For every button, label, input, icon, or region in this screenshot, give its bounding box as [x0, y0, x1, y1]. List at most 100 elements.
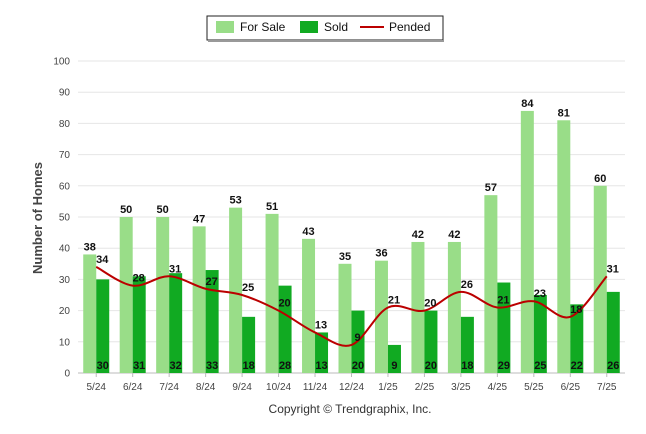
- y-tick-label: 40: [59, 244, 71, 255]
- for-sale-value-label: 57: [485, 182, 497, 194]
- x-tick-label: 11/24: [303, 382, 328, 393]
- x-tick-label: 2/25: [415, 382, 435, 393]
- y-tick-label: 30: [59, 275, 71, 286]
- x-tick-label: 7/25: [597, 382, 617, 393]
- for-sale-bar: [302, 238, 316, 373]
- pended-value-label: 23: [534, 288, 546, 300]
- copyright-credit: Copyright © Trendgraphix, Inc.: [269, 402, 432, 416]
- y-axis-label: Number of Homes: [30, 162, 45, 274]
- sold-value-label: 13: [315, 360, 327, 372]
- y-tick-label: 80: [59, 119, 71, 130]
- legend-label-sold: Sold: [324, 20, 348, 34]
- x-tick-label: 3/25: [451, 382, 471, 393]
- sold-bar: [387, 344, 401, 373]
- for-sale-bar: [484, 195, 498, 373]
- for-sale-bar: [374, 260, 388, 373]
- x-tick-label: 5/25: [524, 382, 544, 393]
- sold-value-label: 30: [97, 360, 109, 372]
- sold-bar: [497, 282, 511, 373]
- y-tick-label: 50: [59, 213, 71, 224]
- for-sale-bar: [520, 110, 534, 374]
- x-tick-label: 9/24: [232, 382, 252, 393]
- for-sale-bar: [447, 241, 461, 373]
- sold-bar: [242, 316, 256, 373]
- pended-value-label: 28: [133, 273, 145, 285]
- x-tick-label: 6/25: [561, 382, 581, 393]
- pended-value-label: 26: [461, 279, 473, 291]
- pended-value-label: 21: [388, 294, 400, 306]
- sold-value-label: 31: [133, 360, 145, 372]
- pended-value-label: 31: [169, 263, 181, 275]
- sold-bar: [205, 270, 219, 373]
- pended-value-label: 18: [570, 304, 582, 316]
- for-sale-value-label: 51: [266, 201, 278, 213]
- x-tick-label: 7/24: [159, 382, 179, 393]
- for-sale-bar: [557, 120, 571, 373]
- for-sale-bar: [119, 217, 133, 373]
- y-axis: 0 10 20 30 40 50 60 70 80 90 100: [53, 57, 70, 380]
- sold-bar: [606, 291, 620, 373]
- data-labels: 38 30 50 31 50 32 47 33 53 18 51 28 43 13 35 20 36 9 42 20 4…: [84, 98, 620, 372]
- for-sale-value-label: 81: [558, 107, 570, 119]
- y-tick-label: 0: [64, 369, 70, 380]
- bars: [83, 110, 620, 374]
- for-sale-value-label: 36: [375, 248, 387, 260]
- pended-line: [95, 266, 608, 347]
- for-sale-bar: [229, 207, 243, 373]
- x-tick-label: 12/24: [339, 382, 364, 393]
- for-sale-value-label: 53: [229, 195, 241, 207]
- pended-value-label: 20: [424, 298, 436, 310]
- for-sale-value-label: 38: [84, 241, 96, 253]
- for-sale-bar: [156, 217, 170, 373]
- for-sale-bar: [265, 213, 279, 373]
- sold-bar: [278, 285, 292, 373]
- pended-value-label: 34: [96, 254, 109, 266]
- pended-value-label: 13: [315, 319, 327, 331]
- sold-value-label: 18: [242, 360, 254, 372]
- sold-bar: [570, 304, 584, 373]
- pended-value-label: 20: [278, 298, 290, 310]
- sold-bar: [533, 295, 547, 373]
- for-sale-value-label: 50: [120, 204, 132, 216]
- sold-bar: [424, 310, 438, 373]
- for-sale-value-label: 84: [521, 98, 534, 110]
- for-sale-bar: [338, 263, 352, 373]
- x-axis: 5/24 6/24 7/24 8/24 9/24 10/24 11/24 12/24 1/25 2…: [86, 373, 617, 393]
- legend-label-pended: Pended: [389, 20, 430, 34]
- sold-bar: [460, 316, 474, 373]
- for-sale-bar: [83, 254, 97, 373]
- x-tick-label: 8/24: [196, 382, 216, 393]
- sold-value-label: 26: [607, 360, 619, 372]
- for-sale-value-label: 42: [412, 229, 424, 241]
- sold-bar: [315, 332, 329, 373]
- for-sale-bar: [411, 241, 425, 373]
- for-sale-value-label: 43: [302, 226, 314, 238]
- sold-value-label: 20: [352, 360, 364, 372]
- sold-value-label: 9: [391, 360, 397, 372]
- y-tick-label: 60: [59, 181, 71, 192]
- sold-bar: [132, 276, 146, 373]
- sold-bar: [96, 279, 110, 373]
- sold-value-label: 20: [425, 360, 437, 372]
- pended-value-label: 9: [354, 332, 360, 344]
- sold-value-label: 25: [534, 360, 546, 372]
- legend: For Sale Sold Pended: [206, 15, 444, 42]
- legend-swatch-sold: [300, 21, 318, 33]
- sold-value-label: 32: [170, 360, 182, 372]
- legend-swatch-for-sale: [216, 21, 234, 33]
- legend-box: [206, 15, 444, 41]
- y-tick-label: 10: [59, 337, 71, 348]
- x-tick-label: 1/25: [378, 382, 398, 393]
- sold-value-label: 29: [498, 360, 510, 372]
- for-sale-value-label: 42: [448, 229, 460, 241]
- sold-value-label: 18: [461, 360, 473, 372]
- pended-value-label: 27: [206, 276, 218, 288]
- for-sale-bar: [593, 185, 607, 373]
- sold-value-label: 33: [206, 360, 218, 372]
- for-sale-value-label: 47: [193, 213, 205, 225]
- for-sale-value-label: 60: [594, 173, 606, 185]
- for-sale-bar: [192, 226, 206, 373]
- sold-value-label: 28: [279, 360, 291, 372]
- y-tick-label: 90: [59, 88, 71, 99]
